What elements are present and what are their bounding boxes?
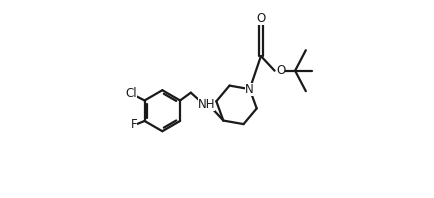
Text: F: F	[131, 118, 137, 131]
Text: O: O	[276, 64, 286, 77]
Text: N: N	[245, 83, 254, 96]
Text: O: O	[256, 12, 266, 26]
Text: Cl: Cl	[125, 87, 137, 100]
Text: NH: NH	[197, 98, 215, 111]
